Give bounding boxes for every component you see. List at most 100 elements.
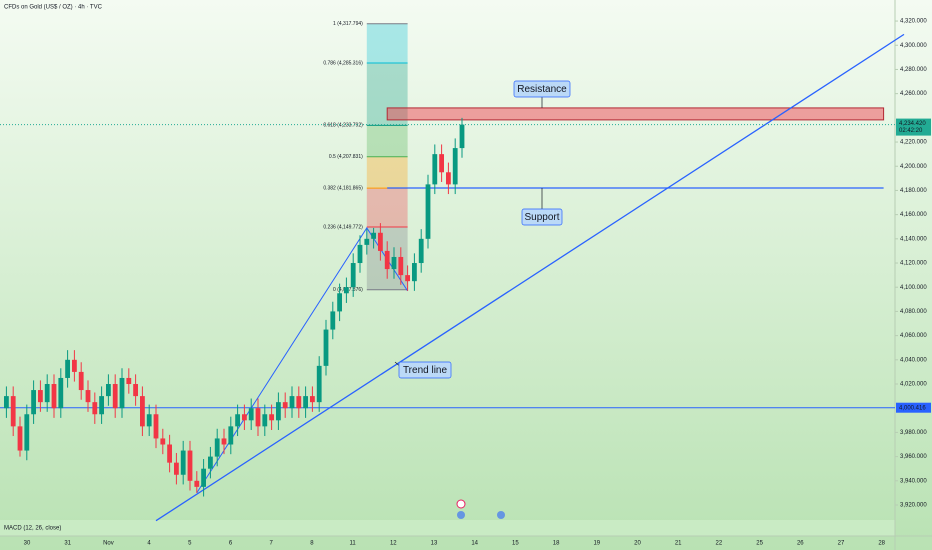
candle-body <box>44 384 50 403</box>
candle-body <box>330 311 336 330</box>
candle-body <box>439 154 444 173</box>
y-tick-label: 4,100.000 <box>900 285 927 291</box>
price-badge <box>896 118 931 136</box>
candle-body <box>384 250 390 270</box>
candle-body <box>378 232 383 251</box>
candle-body <box>10 396 16 427</box>
candle-body <box>58 377 64 409</box>
y-tick-label: 4,200.000 <box>900 164 927 170</box>
candle-body <box>303 396 308 409</box>
x-tick-label: 25 <box>756 541 763 547</box>
x-tick-label: 31 <box>64 541 71 547</box>
y-tick-label: 3,940.000 <box>900 478 927 484</box>
candle-body <box>180 450 186 475</box>
fib-label: 0.5 (4,207.831) <box>329 154 363 160</box>
candle-body <box>350 263 356 288</box>
countdown: 02:42:20 <box>899 128 923 134</box>
candle-body <box>337 293 342 312</box>
level-badge <box>896 402 931 413</box>
candle-body <box>31 390 36 415</box>
candle-body <box>119 377 125 409</box>
x-tick-label: 8 <box>310 541 314 547</box>
x-tick-label: 21 <box>675 541 682 547</box>
candle-body <box>412 263 417 282</box>
y-tick-label: 4,080.000 <box>900 309 927 315</box>
candle-body <box>194 480 200 487</box>
y-tick-label: 4,120.000 <box>900 261 927 267</box>
candle-body <box>112 384 118 409</box>
candle-body <box>276 402 281 421</box>
candle-body <box>208 456 213 469</box>
y-tick-label: 4,300.000 <box>900 43 927 49</box>
level-label: 4,000.416 <box>899 405 926 411</box>
candle-body <box>235 414 240 427</box>
x-tick-label: 22 <box>716 541 723 547</box>
resistance-box <box>513 80 571 98</box>
resistance-text: Resistance <box>517 84 567 95</box>
candle-body <box>85 390 91 403</box>
x-tick-label: 13 <box>431 541 438 547</box>
x-tick-label: 15 <box>512 541 519 547</box>
candle-body <box>323 329 329 366</box>
candle-body <box>201 468 206 487</box>
fib-band <box>366 188 408 228</box>
candle-body <box>228 426 234 445</box>
chart-title: CFDs on Gold (US$ / OZ) · 4h · TVC <box>4 5 103 11</box>
y-tick-label: 3,980.000 <box>900 430 927 436</box>
candle-body <box>65 359 70 378</box>
candle-body <box>126 377 132 385</box>
x-tick-label: 28 <box>878 541 885 547</box>
x-tick-label: Nov <box>103 541 114 547</box>
event-icons <box>456 499 505 519</box>
candle-body <box>187 450 193 481</box>
trend-text: Trend line <box>403 365 448 376</box>
candle-body <box>405 275 410 282</box>
y-tick-label: 4,140.000 <box>900 236 927 242</box>
resistance-zone <box>386 107 885 121</box>
candle-body <box>167 444 172 463</box>
macd-pane <box>0 520 895 536</box>
candle-body <box>432 154 438 185</box>
candle-body <box>92 402 98 415</box>
candle-body <box>248 408 254 421</box>
candle-body <box>452 148 458 185</box>
candle-body <box>391 256 397 270</box>
fib-label: 1 (4,317.794) <box>333 21 363 27</box>
candle-body <box>4 396 9 409</box>
candle-body <box>364 238 370 245</box>
candle-body <box>51 384 57 409</box>
y-tick-label: 3,920.000 <box>900 503 927 509</box>
candle-body <box>17 426 23 451</box>
y-tick-label: 4,160.000 <box>900 212 927 218</box>
candle-body <box>344 287 349 294</box>
x-tick-label: 11 <box>349 541 356 547</box>
candle-body <box>146 414 152 427</box>
price-label: 4,234.420 <box>899 121 926 127</box>
y-tick-label: 4,180.000 <box>900 188 927 194</box>
fib-label: 0.786 (4,285.316) <box>323 60 363 66</box>
x-tick-label: 27 <box>838 541 845 547</box>
y-tick-label: 4,060.000 <box>900 333 927 339</box>
candle-body <box>255 408 261 427</box>
candle-body <box>214 438 220 457</box>
candle-body <box>72 359 77 372</box>
candle-body <box>221 438 227 445</box>
candle-body <box>282 402 288 409</box>
candle-body <box>24 414 30 451</box>
candle-body <box>296 396 302 409</box>
x-tick-label: 19 <box>593 541 600 547</box>
x-tick-label: 18 <box>553 541 560 547</box>
candle-body <box>371 232 376 239</box>
candle-body <box>398 256 404 276</box>
x-tick-label: 26 <box>797 541 804 547</box>
indicator-label: MACD (12, 26, close) <box>4 526 61 532</box>
x-tick-label: 20 <box>634 541 641 547</box>
y-tick-label: 4,220.000 <box>900 140 927 146</box>
candle-body <box>418 238 424 264</box>
support-box <box>521 208 563 226</box>
candle-body <box>310 396 315 403</box>
x-tick-label: 7 <box>270 541 274 547</box>
fib-label: 0.236 (4,149.772) <box>323 224 363 230</box>
